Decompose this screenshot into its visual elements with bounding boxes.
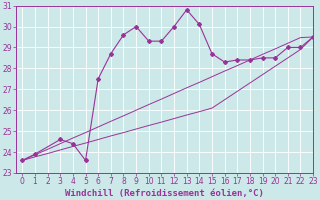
X-axis label: Windchill (Refroidissement éolien,°C): Windchill (Refroidissement éolien,°C) <box>65 189 264 198</box>
